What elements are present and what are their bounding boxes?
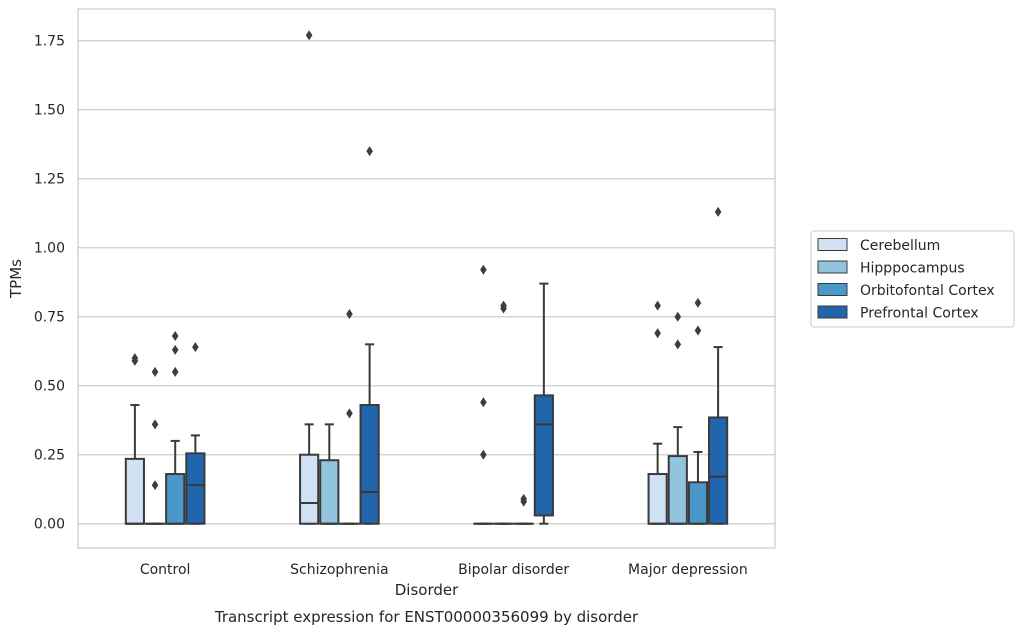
legend-swatch bbox=[818, 261, 847, 273]
legend-label: Orbitofontal Cortex bbox=[860, 283, 995, 299]
x-tick-label: Schizophrenia bbox=[290, 562, 388, 578]
y-tick-label: 0.75 bbox=[34, 310, 65, 326]
x-tick-label: Bipolar disorder bbox=[458, 562, 569, 578]
box-body bbox=[669, 456, 687, 524]
legend-swatch bbox=[818, 284, 847, 296]
x-axis-label: Disorder bbox=[395, 581, 459, 599]
y-tick-label: 1.75 bbox=[34, 34, 65, 50]
box-body bbox=[320, 460, 338, 523]
box-body bbox=[709, 417, 727, 523]
box-body bbox=[689, 482, 707, 523]
y-tick-label: 0.50 bbox=[34, 379, 65, 395]
y-tick-label: 1.25 bbox=[34, 172, 65, 188]
chart-caption: Transcript expression for ENST0000035609… bbox=[214, 608, 639, 626]
x-tick-label: Major depression bbox=[628, 562, 748, 578]
legend-label: Prefrontal Cortex bbox=[860, 306, 979, 322]
y-tick-label: 0.25 bbox=[34, 448, 65, 464]
y-tick-label: 0.00 bbox=[34, 517, 65, 533]
legend: Cerebellum Hipppocampus Orbitofontal Corte… bbox=[811, 231, 1014, 327]
box-body bbox=[300, 455, 318, 524]
legend-swatch bbox=[818, 239, 847, 251]
y-tick-labels: 0.00 0.25 0.50 0.75 1.00 1.25 1.50 1.75 bbox=[34, 34, 65, 533]
y-tick-label: 1.50 bbox=[34, 103, 65, 119]
box-body bbox=[186, 453, 204, 523]
x-tick-labels: Control Schizophrenia Bipolar disorder Majo… bbox=[140, 562, 748, 578]
legend-label: Cerebellum bbox=[860, 238, 940, 254]
legend-swatch bbox=[818, 306, 847, 318]
x-tick-label: Control bbox=[140, 562, 191, 578]
box-body bbox=[361, 405, 379, 524]
legend-label: Hipppocampus bbox=[860, 261, 965, 277]
y-tick-label: 1.00 bbox=[34, 241, 65, 257]
box-body bbox=[126, 459, 144, 524]
y-axis-label: TPMs bbox=[7, 259, 25, 299]
box-body bbox=[535, 395, 553, 515]
box-body bbox=[649, 474, 667, 524]
box-body bbox=[166, 474, 184, 524]
